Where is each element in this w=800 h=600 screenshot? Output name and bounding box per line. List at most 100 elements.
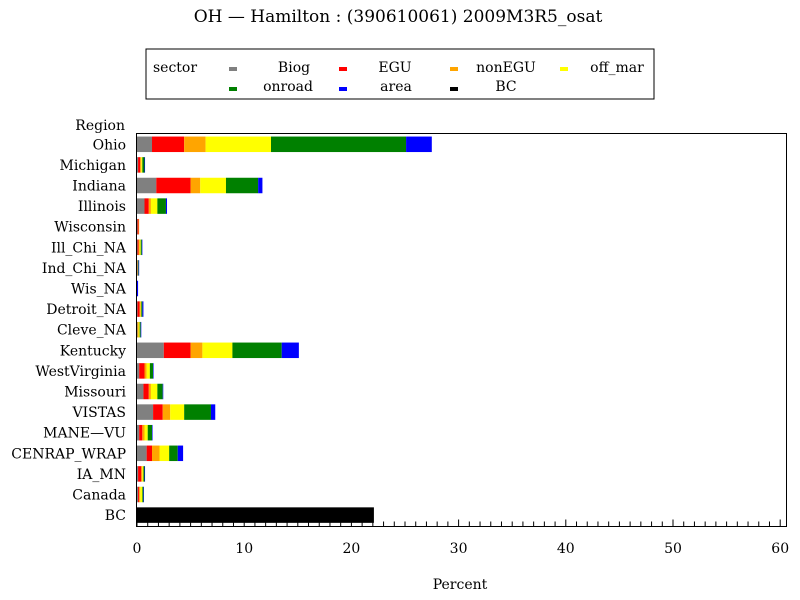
category-labels: Ohio Michigan Indiana Illinois Wisconsin Ill_… [11, 137, 127, 524]
x-tick-label: 10 [235, 541, 253, 557]
category-label-ind-chi-na: Ind_Chi_NA [42, 261, 127, 277]
bar-ohio-biog [137, 136, 153, 153]
bar-vistas-onroad [184, 404, 211, 420]
bar-ohio-egu [152, 136, 185, 153]
bar-wis-na-area [137, 280, 139, 297]
bar-detroit-na-onroad [141, 301, 143, 317]
bar-ia-mn-onroad [143, 466, 145, 482]
legend-label-nonegu: nonEGU [476, 60, 536, 76]
x-axis-tick-labels: 0 10 20 30 40 50 60 [133, 541, 790, 557]
bar-kentucky-area [281, 342, 299, 359]
category-label-vistas: VISTAS [71, 405, 126, 421]
bar-ohio-off-mar [205, 136, 271, 153]
bar-ind-chi-na-area [138, 260, 140, 276]
bar-cleve-na-biog [137, 321, 138, 338]
bar-vistas-egu [153, 404, 163, 420]
bar-michigan-biog [137, 157, 139, 173]
bar-illinois-biog [137, 198, 145, 214]
bar-ia-mn-biog [137, 466, 139, 482]
category-label-westvirginia: WestVirginia [35, 364, 126, 380]
bar-mane-vu-egu [139, 424, 143, 441]
bar-canada-off-mar [140, 486, 143, 503]
bar-vistas-biog [137, 404, 154, 420]
bar-ia-mn-area [144, 466, 146, 482]
category-label-wisconsin: Wisconsin [54, 220, 126, 236]
category-label-ohio: Ohio [93, 137, 126, 153]
x-tick-label: 40 [557, 541, 575, 557]
bar-ia-mn-off-mar [142, 466, 144, 482]
legend-label-egu: EGU [378, 60, 411, 76]
bar-michigan-egu [138, 157, 141, 173]
bar-wisconsin-biog [137, 218, 138, 235]
bar-cenrap-wrap-area [177, 445, 184, 462]
bar-cenrap-wrap-nonegu [152, 445, 160, 462]
bar-ohio-onroad [271, 136, 407, 153]
plot-frame [136, 133, 787, 527]
bar-ia-mn-nonegu [141, 466, 143, 482]
bar-mane-vu-onroad [147, 424, 153, 441]
bar-kentucky-off-mar [202, 342, 233, 359]
bar-cenrap-wrap-off-mar [159, 445, 170, 462]
bar-canada-onroad [142, 486, 144, 503]
bar-wisconsin-egu [137, 218, 139, 235]
category-label-missouri: Missouri [64, 385, 126, 401]
legend-swatch-area [339, 87, 347, 91]
x-tick-label: 50 [664, 541, 682, 557]
category-label-ill-chi-na: Ill_Chi_NA [51, 240, 127, 256]
bar-westvirginia-area [153, 363, 154, 379]
bar-canada-nonegu [139, 486, 141, 503]
bar-mane-vu-nonegu [142, 424, 145, 441]
legend-swatch-nonegu [450, 67, 458, 71]
bar-indiana-egu [156, 177, 191, 194]
category-label-cleve-na: Cleve_NA [57, 323, 127, 339]
bar-mane-vu-area [152, 424, 153, 441]
bar-indiana-area [258, 177, 263, 194]
bar-kentucky-egu [163, 342, 191, 359]
bar-ind-chi-na-nonegu [137, 260, 139, 276]
bar-ill-chi-na-biog [137, 239, 138, 256]
bar-detroit-na-area [142, 301, 144, 317]
bar-michigan-nonegu [140, 157, 142, 173]
bar-ohio-area [406, 136, 432, 153]
legend-swatch-egu [339, 67, 347, 71]
bar-ill-chi-na-off-mar [139, 239, 141, 256]
bar-indiana-nonegu [190, 177, 201, 194]
bar-mane-vu-off-mar [144, 424, 148, 441]
bar-cenrap-wrap-egu [146, 445, 153, 462]
bar-missouri-egu [143, 383, 149, 400]
legend-swatch-biog [229, 67, 237, 71]
bar-bc-bc [137, 507, 374, 523]
bar-illinois-off-mar [150, 198, 158, 214]
bar-ill-chi-na-egu [137, 239, 139, 256]
category-label-ia-mn: IA_MN [77, 467, 126, 483]
bar-kentucky-nonegu [190, 342, 203, 359]
category-label-detroit-na: Detroit_NA [46, 302, 127, 318]
category-label-indiana: Indiana [72, 179, 126, 195]
bar-westvirginia-onroad [149, 363, 154, 379]
bar-missouri-off-mar [150, 383, 158, 400]
category-label-bc: BC [105, 508, 126, 524]
chart-title: OH — Hamilton : (390610061) 2009M3R5_osa… [194, 7, 603, 27]
bar-cleve-na-off-mar [138, 321, 140, 338]
category-label-kentucky: Kentucky [60, 343, 126, 359]
bar-illinois-onroad [157, 198, 166, 214]
bar-kentucky-biog [137, 342, 164, 359]
bar-westvirginia-egu [139, 363, 145, 379]
y-axis-title: Region [75, 118, 125, 134]
x-tick-label: 60 [771, 541, 789, 557]
bar-missouri-biog [137, 383, 144, 400]
bar-illinois-egu [144, 198, 149, 214]
bar-vistas-off-mar [170, 404, 185, 420]
bar-ill-chi-na-nonegu [138, 239, 140, 256]
legend-label-biog: Biog [278, 60, 310, 76]
bars-layer [137, 136, 432, 523]
category-label-cenrap-wrap: CENRAP_WRAP [11, 446, 126, 462]
legend-title: sector [153, 60, 197, 76]
bar-cleve-na-nonegu [137, 321, 139, 338]
bar-ill-chi-na-onroad [140, 239, 142, 256]
bar-cleve-na-area [140, 321, 142, 338]
bar-illinois-area [165, 198, 168, 214]
bar-illinois-nonegu [148, 198, 151, 214]
bar-missouri-onroad [157, 383, 163, 400]
bar-mane-vu-biog [137, 424, 140, 441]
